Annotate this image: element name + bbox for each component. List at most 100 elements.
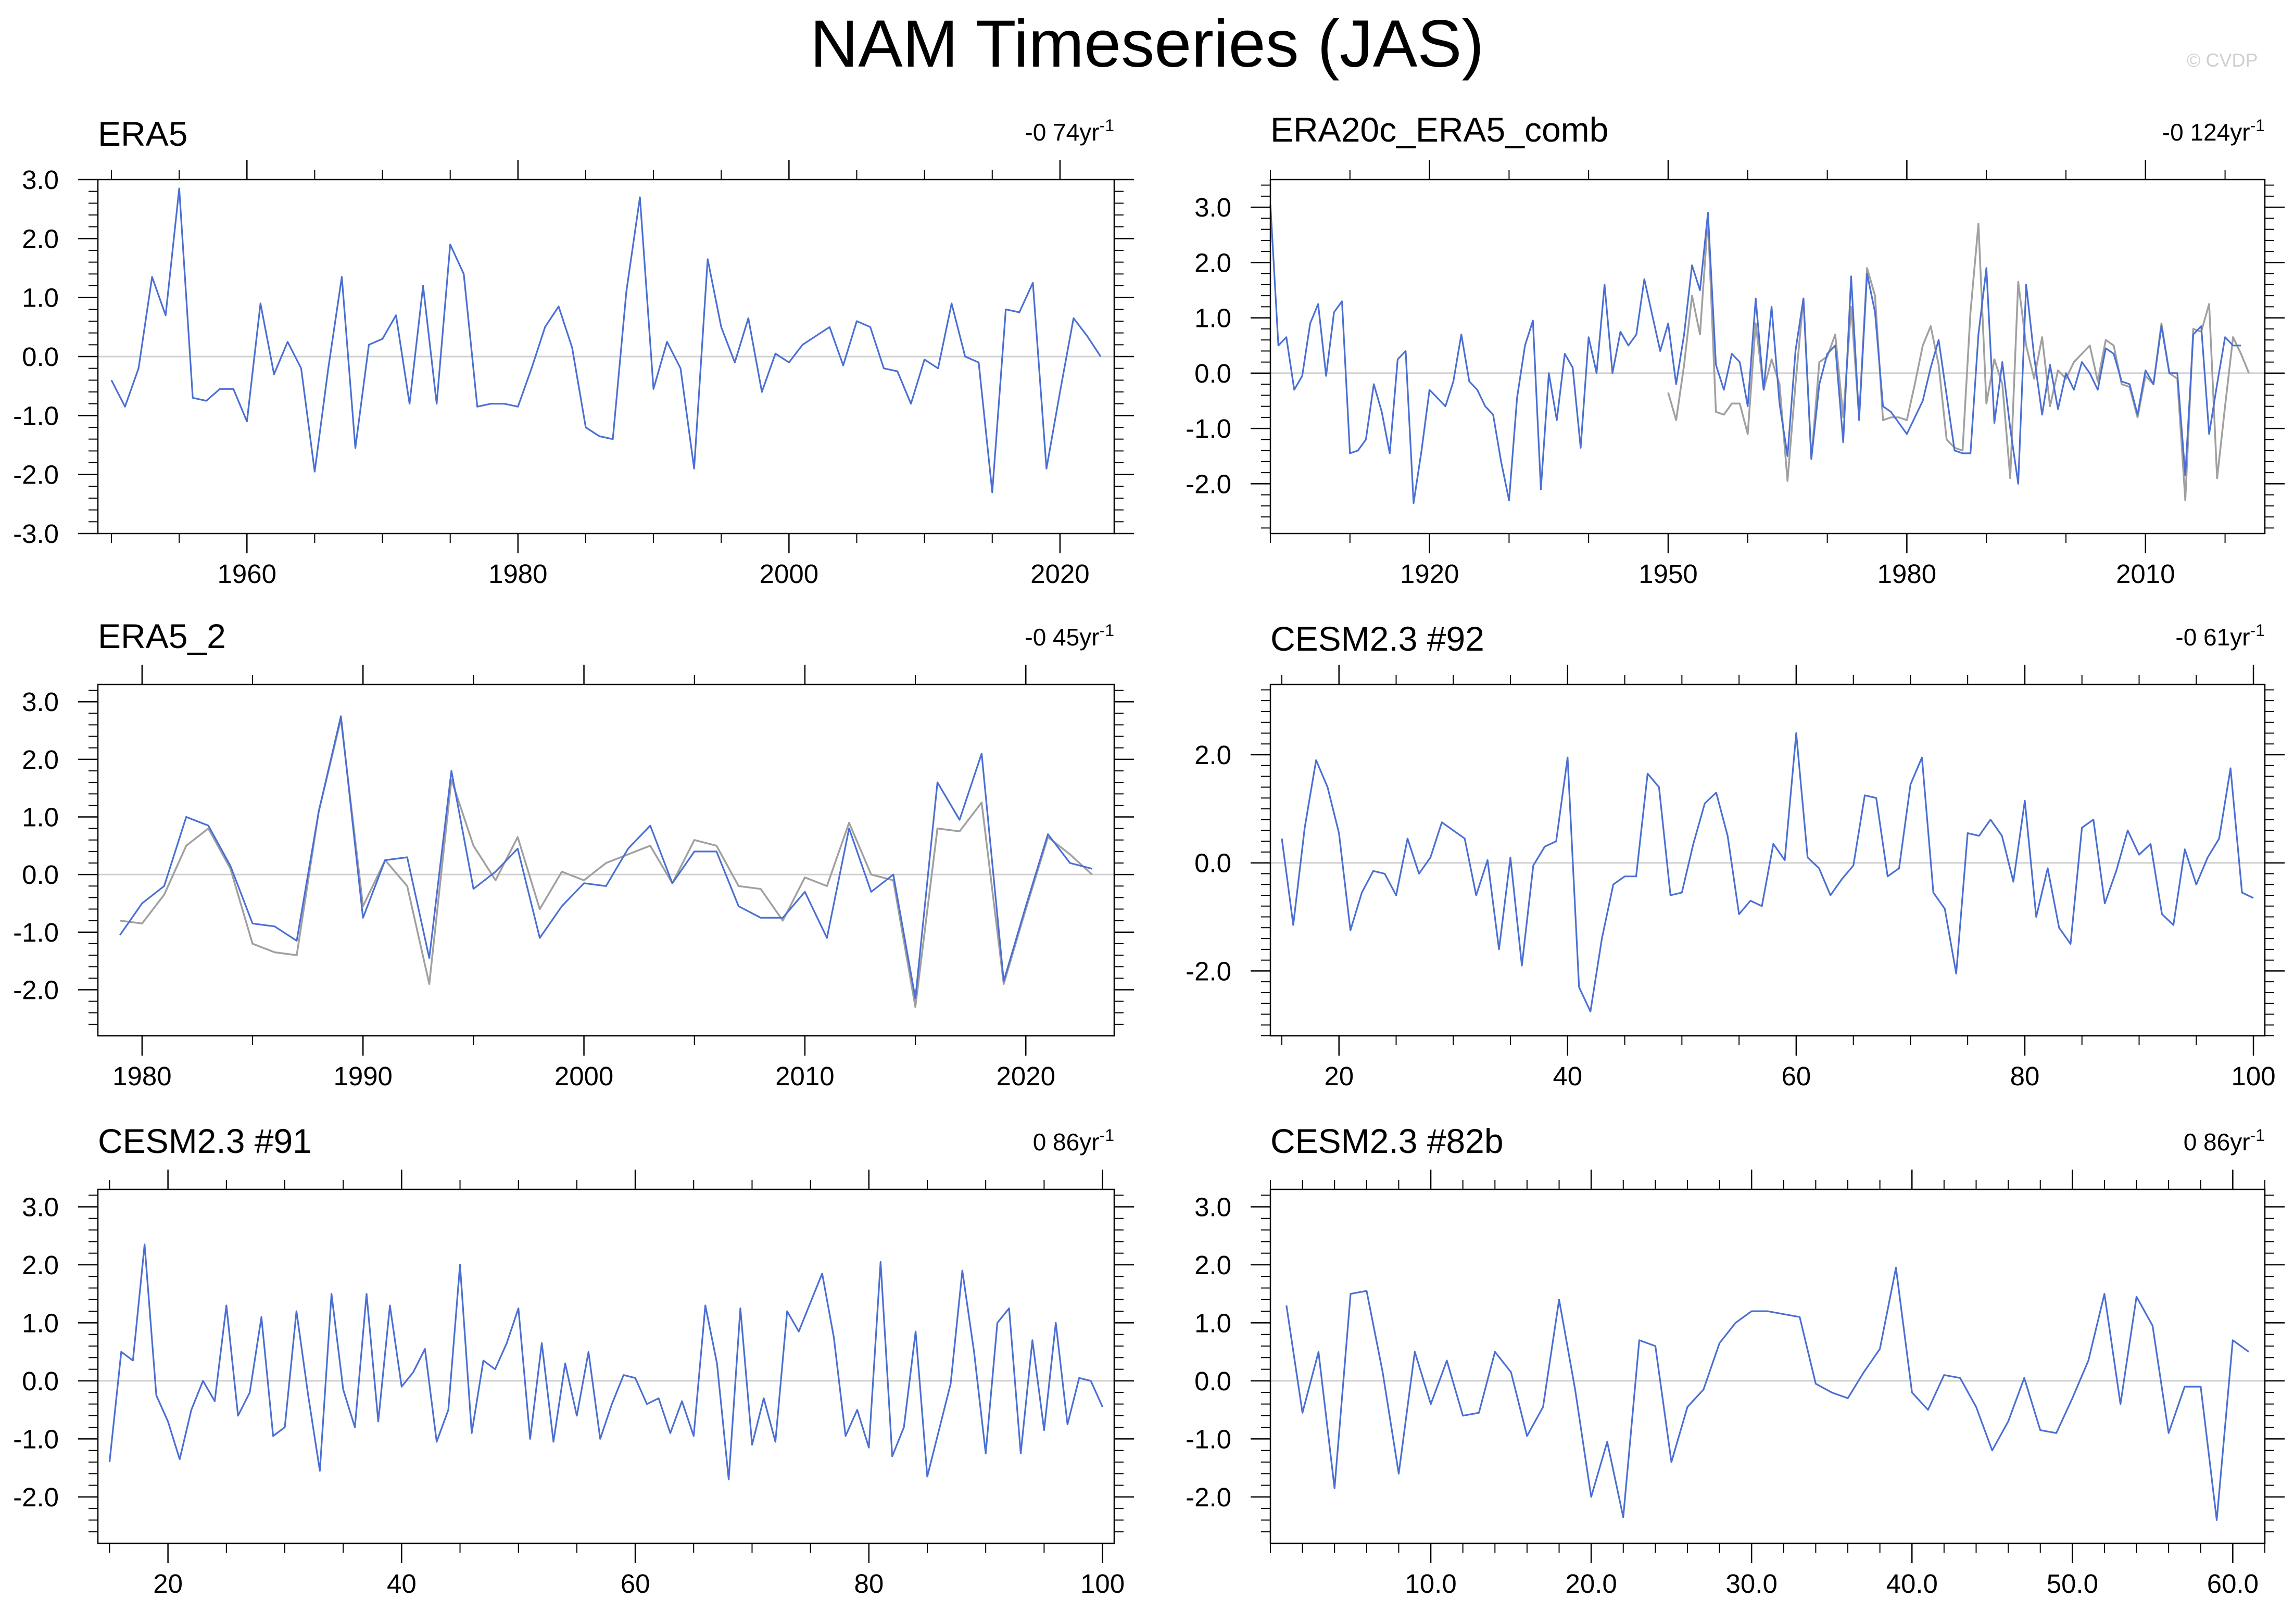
y-tick-label: 0.0 [1194,1366,1231,1396]
x-tick-label: 2020 [997,1061,1055,1091]
trend-exponent: -1 [1100,621,1114,640]
x-tick-label: 2010 [2116,559,2175,589]
credit-watermark: © CVDP [2187,49,2258,71]
x-tick-label: 1920 [1400,559,1459,589]
trend-exponent: -1 [2250,1126,2265,1145]
trend-label: 0 86yr-1 [1033,1126,1114,1156]
x-tick-label: 1990 [333,1061,392,1091]
x-tick-label: 1980 [488,559,547,589]
plot-frame [1269,1188,2266,1544]
x-tick-label: 40 [387,1569,417,1598]
panel-title: ERA5_2 [98,617,226,655]
panel-title: ERA20c_ERA5_comb [1270,110,1608,149]
data-series-line [119,715,1093,999]
x-tick-label: 40 [1553,1061,1582,1091]
x-tick-label: 80 [854,1569,884,1598]
x-tick-label: 100 [2231,1061,2275,1091]
x-tick-label: 20.0 [1565,1569,1617,1598]
trend-exponent: -1 [1100,1126,1114,1145]
x-tick-label: 40.0 [1886,1569,1938,1598]
y-tick-label: -3.0 [13,519,59,549]
y-tick-label: -1.0 [1186,414,1231,443]
x-tick-label: 50.0 [2047,1569,2098,1598]
plot-frame [97,1188,1115,1544]
x-tick-label: 2000 [554,1061,613,1091]
chart-panel-2: ERA20c_ERA5_comb -0 124yr-1 1920 1950 1980 20… [1186,110,2285,589]
data-series-line [1269,204,2241,504]
y-tick-label: 2.0 [1194,740,1231,770]
data-series-line [1281,732,2254,1012]
plot-frame [1269,683,2266,1037]
trend-exponent: -1 [2250,621,2265,640]
x-tick-label: 10.0 [1405,1569,1456,1598]
y-tick-label: 3.0 [1194,193,1231,222]
data-series-line [108,1244,1104,1480]
chart-panel-1: ERA5 -0 74yr-1 1960 1980 2000 2020 -3.0 -2.0 -1.… [13,115,1134,589]
trend-value: 0 86yr [1033,1128,1100,1156]
x-tick-label: 1980 [112,1061,171,1091]
x-tick-label: 2000 [760,559,818,589]
x-tick-label: 20 [153,1569,183,1598]
y-tick-label: 3.0 [22,165,59,195]
y-tick-label: -1.0 [13,1424,59,1454]
y-tick-label: 0.0 [1194,848,1231,878]
trend-value: 0 86yr [2184,1128,2250,1156]
plot-frame [97,683,1115,1037]
panel-title: CESM2.3 #91 [98,1122,312,1160]
chart-panel-5: CESM2.3 #91 0 86yr-1 20 40 60 80 100 -2.0 -1.0 0.… [13,1122,1134,1598]
y-tick-label: -2.0 [13,460,59,490]
y-tick-label: 2.0 [22,745,59,775]
y-tick-label: -1.0 [13,401,59,430]
y-tick-label: 1.0 [22,803,59,832]
panel-title: ERA5 [98,115,187,153]
x-tick-label: 1950 [1638,559,1697,589]
page-title: NAM Timeseries (JAS) [810,7,1484,81]
x-tick-label: 2020 [1030,559,1089,589]
y-tick-label: 2.0 [1194,1250,1231,1280]
y-tick-label: 1.0 [22,1308,59,1338]
chart-panel-6: CESM2.3 #82b 0 86yr-1 10.0 20.0 30.0 40.0 50.0… [1186,1122,2285,1598]
trend-label: -0 45yr-1 [1025,621,1114,651]
x-tick-label: 100 [1080,1569,1125,1598]
trend-exponent: -1 [2250,116,2265,135]
panel-title: CESM2.3 #82b [1270,1122,1504,1160]
trend-value: -0 124yr [2162,119,2250,146]
y-tick-label: -2.0 [13,1482,59,1512]
trend-label: -0 61yr-1 [2175,621,2265,651]
chart-panel-4: CESM2.3 #92 -0 61yr-1 20 40 60 80 100 -2.0 0.0 2.… [1186,619,2285,1091]
x-tick-label: 1960 [218,559,276,589]
y-tick-label: -2.0 [1186,469,1231,499]
x-tick-label: 30.0 [1726,1569,1778,1598]
y-tick-label: -2.0 [13,975,59,1005]
trend-label: -0 74yr-1 [1025,116,1114,146]
x-tick-label: 1980 [1877,559,1936,589]
y-tick-label: -1.0 [13,918,59,947]
y-tick-label: -2.0 [1186,1482,1231,1512]
reference-series-line [120,718,1093,1008]
y-tick-label: 0.0 [22,860,59,890]
x-tick-label: 2010 [775,1061,834,1091]
trend-label: -0 124yr-1 [2162,116,2265,146]
data-series-line [1285,1266,2250,1521]
y-tick-label: 3.0 [1194,1192,1231,1222]
reference-series-line [1667,217,2250,502]
y-tick-label: 1.0 [1194,303,1231,333]
y-tick-label: -1.0 [1186,1424,1231,1454]
data-series-line [110,187,1102,493]
y-tick-label: 0.0 [22,342,59,372]
y-tick-label: 1.0 [1194,1308,1231,1338]
y-tick-label: 3.0 [22,687,59,717]
y-tick-label: 1.0 [22,283,59,313]
trend-value: -0 61yr [2175,624,2250,651]
y-tick-label: 0.0 [1194,359,1231,388]
y-tick-label: 0.0 [22,1366,59,1396]
y-tick-label: -2.0 [1186,956,1231,986]
x-tick-label: 80 [2010,1061,2040,1091]
chart-panel-3: ERA5_2 -0 45yr-1 1980 1990 2000 2010 2020 -2.0 -… [13,617,1134,1091]
panel-title: CESM2.3 #92 [1270,619,1484,658]
x-tick-label: 20 [1324,1061,1354,1091]
x-tick-label: 60.0 [2207,1569,2259,1598]
y-tick-label: 2.0 [1194,248,1231,277]
y-tick-label: 2.0 [22,1250,59,1280]
